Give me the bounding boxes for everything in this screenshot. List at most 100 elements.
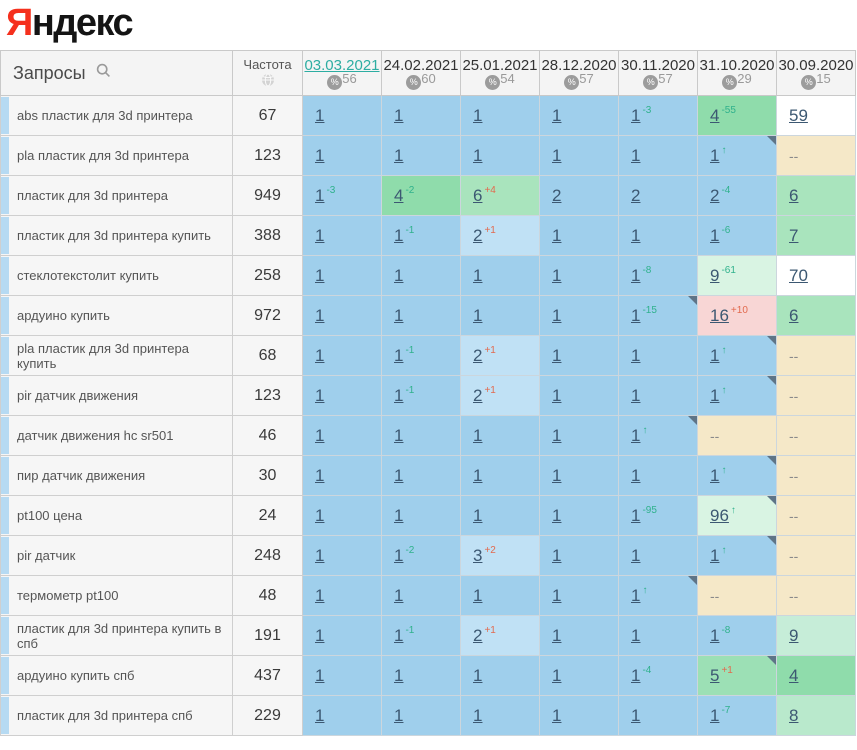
position-value-link[interactable]: 5 [710,665,720,685]
position-value-link[interactable]: 3 [473,545,483,565]
position-value-link[interactable]: 1 [473,585,483,605]
position-value-link[interactable]: 1 [315,665,325,685]
position-value-link[interactable]: 2 [473,625,483,645]
position-value-link[interactable]: 1 [315,385,325,405]
position-value-link[interactable]: 9 [710,265,720,285]
position-value-link[interactable]: 1 [394,145,404,165]
date-link[interactable]: 30.09.2020 [778,57,854,74]
query-cell[interactable]: ардуино купить спб [0,655,233,696]
query-cell[interactable]: pir датчик движения [0,375,233,416]
position-value-link[interactable]: 1 [552,305,562,325]
position-value-link[interactable]: 1 [394,345,404,365]
position-value-link[interactable]: 1 [552,105,562,125]
query-cell[interactable]: pir датчик [0,535,233,576]
position-value-link[interactable]: 1 [473,465,483,485]
position-value-link[interactable]: 1 [631,225,641,245]
query-cell[interactable]: пластик для 3d принтера купить [0,215,233,256]
position-value-link[interactable]: 1 [473,265,483,285]
position-value-link[interactable]: 2 [473,225,483,245]
search-icon[interactable] [96,63,111,83]
position-value-link[interactable]: 1 [315,145,325,165]
query-cell[interactable]: пластик для 3d принтера спб [0,695,233,736]
position-value-link[interactable]: 8 [789,705,799,725]
position-value-link[interactable]: 59 [789,105,808,125]
position-value-link[interactable]: 4 [394,185,404,205]
date-link[interactable]: 03.03.2021 [304,57,380,74]
position-value-link[interactable]: 1 [394,465,404,485]
position-value-link[interactable]: 1 [552,665,562,685]
position-value-link[interactable]: 1 [315,585,325,605]
position-value-link[interactable]: 1 [631,545,641,565]
position-value-link[interactable]: 1 [315,505,325,525]
date-link[interactable]: 31.10.2020 [699,57,775,74]
position-value-link[interactable]: 1 [473,665,483,685]
date-link[interactable]: 25.01.2021 [462,57,538,74]
query-cell[interactable]: пластик для 3d принтера [0,175,233,216]
position-value-link[interactable]: 4 [710,105,720,125]
position-value-link[interactable]: 1 [631,585,641,605]
position-value-link[interactable]: 1 [631,345,641,365]
yandex-logo[interactable]: Яндекс [6,2,857,44]
position-value-link[interactable]: 1 [552,545,562,565]
query-cell[interactable]: стеклотекстолит купить [0,255,233,296]
position-value-link[interactable]: 1 [552,145,562,165]
position-value-link[interactable]: 1 [315,705,325,725]
position-value-link[interactable]: 9 [789,625,799,645]
position-value-link[interactable]: 2 [473,385,483,405]
position-value-link[interactable]: 1 [394,505,404,525]
position-value-link[interactable]: 1 [552,505,562,525]
position-value-link[interactable]: 1 [394,305,404,325]
position-value-link[interactable]: 1 [552,385,562,405]
position-value-link[interactable]: 1 [552,225,562,245]
position-value-link[interactable]: 6 [789,185,799,205]
position-value-link[interactable]: 1 [710,145,720,165]
position-value-link[interactable]: 96 [710,505,729,525]
position-value-link[interactable]: 1 [394,105,404,125]
position-value-link[interactable]: 70 [789,265,808,285]
query-cell[interactable]: pt100 цена [0,495,233,536]
position-value-link[interactable]: 1 [631,385,641,405]
position-value-link[interactable]: 1 [552,345,562,365]
position-value-link[interactable]: 1 [315,625,325,645]
position-value-link[interactable]: 2 [631,185,641,205]
position-value-link[interactable]: 1 [315,465,325,485]
position-value-link[interactable]: 2 [473,345,483,365]
position-value-link[interactable]: 1 [315,265,325,285]
position-value-link[interactable]: 1 [394,545,404,565]
position-value-link[interactable]: 1 [552,585,562,605]
position-value-link[interactable]: 1 [710,545,720,565]
position-value-link[interactable]: 1 [631,265,641,285]
position-value-link[interactable]: 1 [315,425,325,445]
position-value-link[interactable]: 1 [710,625,720,645]
position-value-link[interactable]: 1 [631,145,641,165]
query-cell[interactable]: ардуино купить [0,295,233,336]
position-value-link[interactable]: 1 [394,705,404,725]
position-value-link[interactable]: 1 [631,505,641,525]
position-value-link[interactable]: 1 [710,225,720,245]
query-cell[interactable]: пир датчик движения [0,455,233,496]
position-value-link[interactable]: 1 [394,425,404,445]
date-link[interactable]: 28.12.2020 [541,57,617,74]
query-cell[interactable]: abs пластик для 3d принтера [0,95,233,136]
position-value-link[interactable]: 1 [710,345,720,365]
position-value-link[interactable]: 1 [315,185,325,205]
position-value-link[interactable]: 2 [710,185,720,205]
position-value-link[interactable]: 1 [315,305,325,325]
position-value-link[interactable]: 1 [315,545,325,565]
position-value-link[interactable]: 1 [552,425,562,445]
position-value-link[interactable]: 1 [394,625,404,645]
position-value-link[interactable]: 1 [394,385,404,405]
position-value-link[interactable]: 1 [315,225,325,245]
position-value-link[interactable]: 1 [473,505,483,525]
query-cell[interactable]: pla пластик для 3d принтера [0,135,233,176]
date-link[interactable]: 30.11.2020 [621,57,695,74]
position-value-link[interactable]: 1 [473,705,483,725]
position-value-link[interactable]: 1 [552,465,562,485]
position-value-link[interactable]: 1 [394,585,404,605]
position-value-link[interactable]: 6 [473,185,483,205]
position-value-link[interactable]: 1 [631,625,641,645]
position-value-link[interactable]: 1 [473,145,483,165]
query-cell[interactable]: термометр pt100 [0,575,233,616]
position-value-link[interactable]: 1 [631,705,641,725]
query-cell[interactable]: pla пластик для 3d принтера купить [0,335,233,376]
